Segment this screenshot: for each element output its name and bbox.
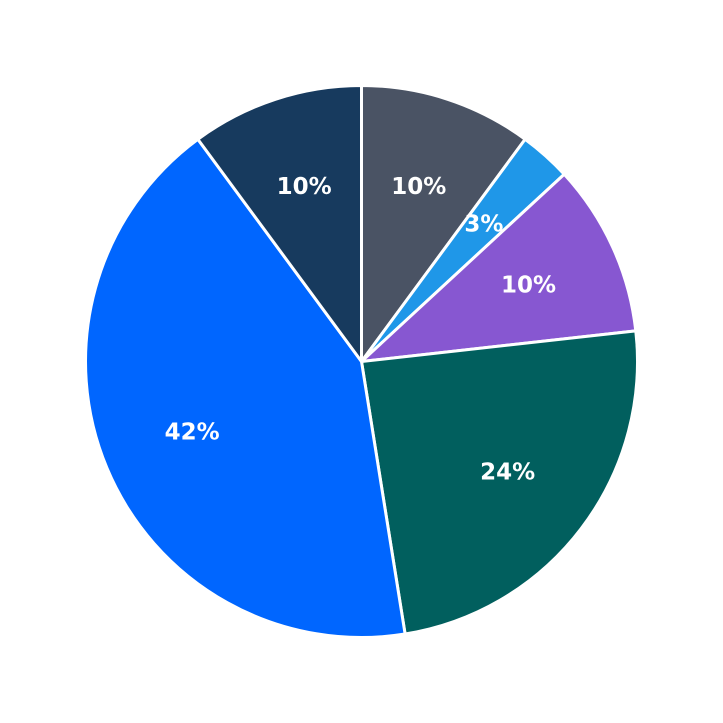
pie-slice-4 bbox=[84, 137, 407, 639]
pie-slice-0 bbox=[360, 84, 527, 363]
pie-slice-label-4: 42% bbox=[165, 419, 220, 445]
pie-slice-label-2: 10% bbox=[501, 272, 556, 298]
pie-slice-label-5: 10% bbox=[277, 174, 332, 200]
pie-slice-5 bbox=[196, 84, 363, 363]
pie-slice-3 bbox=[360, 329, 639, 636]
pie-slice-label-0: 10% bbox=[391, 174, 446, 200]
pie-slice-label-1: 3% bbox=[464, 212, 503, 238]
pie-slice-label-3: 24% bbox=[480, 460, 535, 486]
pie-slice-2 bbox=[360, 172, 638, 363]
